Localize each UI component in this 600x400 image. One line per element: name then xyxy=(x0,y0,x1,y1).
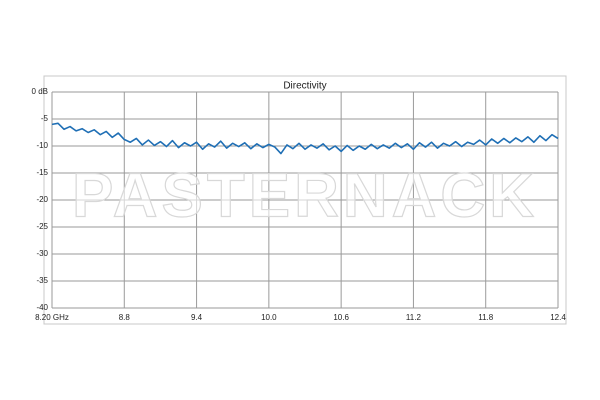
x-tick-label: 8.20 GHz xyxy=(35,313,69,322)
y-tick-label: -40 xyxy=(36,303,48,312)
y-tick-label: 0 dB xyxy=(32,87,48,96)
x-tick-label: 12.4 xyxy=(550,313,566,322)
data-line xyxy=(51,122,559,155)
y-tick-label: -25 xyxy=(36,222,48,231)
x-tick-label: 11.2 xyxy=(406,313,422,322)
x-tick-label: 8.8 xyxy=(119,313,131,322)
y-tick-label: -15 xyxy=(36,168,48,177)
x-tick-label: 9.4 xyxy=(191,313,203,322)
chart-title: Directivity xyxy=(283,81,326,92)
y-tick-label: -30 xyxy=(36,249,48,258)
y-tick-label: -35 xyxy=(36,276,48,285)
x-tick-label: 11.8 xyxy=(478,313,494,322)
y-tick-label: -20 xyxy=(36,195,48,204)
y-tick-label: -5 xyxy=(41,114,49,123)
x-tick-label: 10.6 xyxy=(333,313,349,322)
x-tick-label: 10.0 xyxy=(261,313,277,322)
y-tick-label: -10 xyxy=(36,141,48,150)
watermark: PASTERNACK xyxy=(72,161,538,230)
